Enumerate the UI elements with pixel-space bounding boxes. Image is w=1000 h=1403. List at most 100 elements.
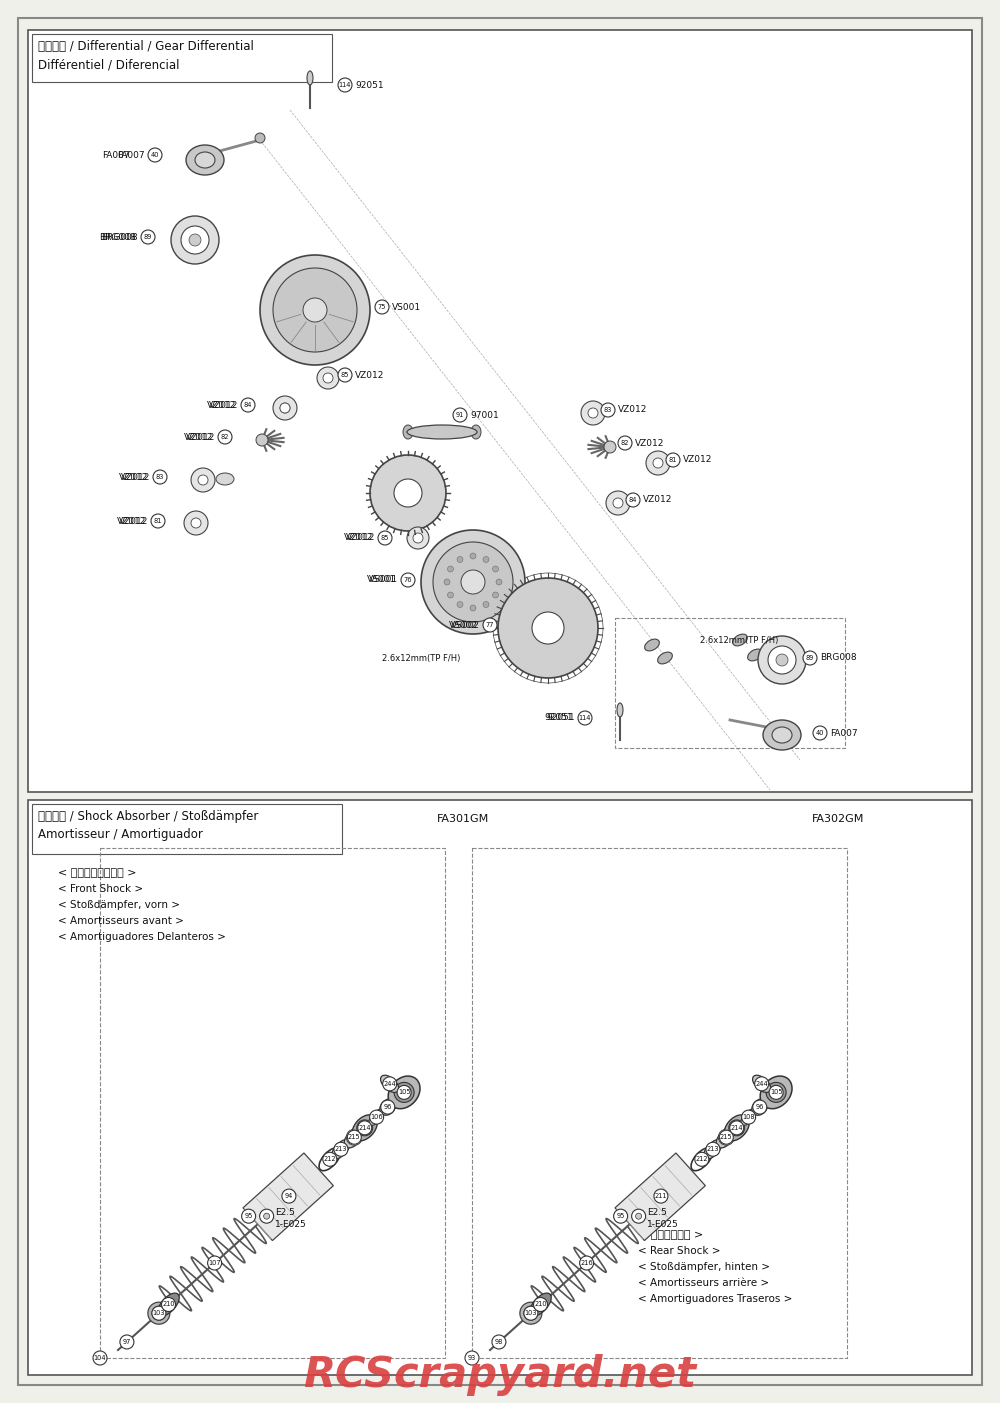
Text: BRG008: BRG008 — [101, 233, 138, 241]
Text: < Stoßdämpfer, vorn >: < Stoßdämpfer, vorn > — [58, 899, 180, 911]
Text: 107: 107 — [208, 1260, 221, 1266]
Text: 83: 83 — [604, 407, 612, 412]
Text: 95: 95 — [244, 1214, 253, 1219]
Text: 84: 84 — [629, 497, 637, 504]
Circle shape — [303, 297, 327, 323]
Circle shape — [776, 654, 788, 666]
Circle shape — [282, 1190, 296, 1204]
Text: 92051: 92051 — [546, 714, 575, 723]
Text: 211: 211 — [655, 1193, 667, 1200]
Text: VS002: VS002 — [451, 620, 480, 630]
Ellipse shape — [530, 1294, 551, 1316]
Ellipse shape — [753, 1075, 771, 1093]
Circle shape — [198, 476, 208, 485]
Circle shape — [397, 1086, 411, 1100]
Circle shape — [184, 511, 208, 535]
Bar — [32, 34, 332, 81]
Circle shape — [695, 1152, 709, 1166]
Circle shape — [742, 1110, 756, 1124]
Text: VZ012: VZ012 — [683, 456, 712, 464]
Ellipse shape — [704, 1139, 722, 1159]
Text: E2.5: E2.5 — [647, 1208, 667, 1218]
Circle shape — [152, 1306, 166, 1320]
Circle shape — [383, 1078, 397, 1092]
Circle shape — [457, 557, 463, 563]
Circle shape — [457, 602, 463, 607]
Circle shape — [768, 645, 796, 673]
Text: 85: 85 — [341, 372, 349, 377]
Text: VZ012: VZ012 — [119, 516, 148, 526]
Circle shape — [534, 1298, 548, 1312]
Text: 40: 40 — [151, 152, 159, 159]
Circle shape — [337, 1145, 345, 1153]
Text: VZ012: VZ012 — [186, 432, 215, 442]
Circle shape — [189, 234, 201, 246]
Text: E2.5: E2.5 — [275, 1208, 295, 1218]
Circle shape — [273, 268, 357, 352]
Text: 214: 214 — [730, 1125, 743, 1131]
Circle shape — [181, 226, 209, 254]
Text: < Amortisseurs arrière >: < Amortisseurs arrière > — [638, 1278, 769, 1288]
Ellipse shape — [307, 72, 313, 86]
Text: < Rear Shock >: < Rear Shock > — [638, 1246, 720, 1256]
Circle shape — [636, 1214, 642, 1219]
Text: 1-E025: 1-E025 — [275, 1221, 306, 1229]
Circle shape — [606, 491, 630, 515]
Text: 210: 210 — [162, 1302, 175, 1308]
Text: 93: 93 — [468, 1355, 476, 1361]
Circle shape — [323, 1152, 337, 1166]
Circle shape — [532, 612, 564, 644]
Circle shape — [718, 1129, 734, 1145]
Circle shape — [613, 498, 623, 508]
Circle shape — [498, 578, 598, 678]
Text: VZ012: VZ012 — [344, 533, 373, 543]
Text: VS001: VS001 — [367, 575, 396, 585]
Ellipse shape — [471, 425, 481, 439]
Circle shape — [465, 1351, 479, 1365]
Circle shape — [338, 368, 352, 382]
Ellipse shape — [380, 1099, 396, 1115]
Circle shape — [730, 1121, 744, 1135]
Ellipse shape — [617, 703, 623, 717]
Text: 98: 98 — [495, 1338, 503, 1345]
Text: VS001: VS001 — [369, 575, 398, 585]
Ellipse shape — [658, 652, 672, 664]
Circle shape — [394, 1082, 414, 1103]
Circle shape — [580, 1256, 594, 1270]
Circle shape — [719, 1131, 733, 1145]
Text: 84: 84 — [244, 403, 252, 408]
Text: VZ012: VZ012 — [119, 473, 148, 481]
Circle shape — [317, 368, 339, 389]
Circle shape — [162, 1298, 176, 1312]
Circle shape — [493, 565, 499, 572]
Ellipse shape — [760, 1076, 792, 1108]
Circle shape — [535, 1299, 547, 1310]
Circle shape — [407, 528, 429, 549]
Text: RCScrapyard.net: RCScrapyard.net — [303, 1354, 697, 1396]
Text: 82: 82 — [221, 434, 229, 441]
Text: 215: 215 — [720, 1134, 733, 1141]
Circle shape — [378, 530, 392, 544]
Circle shape — [241, 398, 255, 412]
Text: 210: 210 — [534, 1302, 547, 1308]
Text: < リヤダンパー >: < リヤダンパー > — [638, 1230, 703, 1240]
Circle shape — [753, 1100, 767, 1114]
Text: 215: 215 — [348, 1134, 361, 1141]
Circle shape — [421, 530, 525, 634]
Ellipse shape — [752, 1099, 768, 1115]
Circle shape — [618, 436, 632, 450]
Ellipse shape — [407, 425, 477, 439]
Ellipse shape — [344, 1127, 364, 1148]
Text: 96: 96 — [384, 1104, 392, 1110]
Text: < フロントダンパー >: < フロントダンパー > — [58, 868, 136, 878]
Circle shape — [148, 147, 162, 161]
Circle shape — [755, 1078, 769, 1092]
Text: 77: 77 — [486, 622, 494, 629]
Circle shape — [447, 565, 453, 572]
Ellipse shape — [403, 425, 413, 439]
Circle shape — [358, 1121, 372, 1135]
Text: 92051: 92051 — [544, 714, 573, 723]
Ellipse shape — [186, 145, 224, 175]
Circle shape — [758, 636, 806, 685]
Text: 108: 108 — [742, 1114, 755, 1120]
